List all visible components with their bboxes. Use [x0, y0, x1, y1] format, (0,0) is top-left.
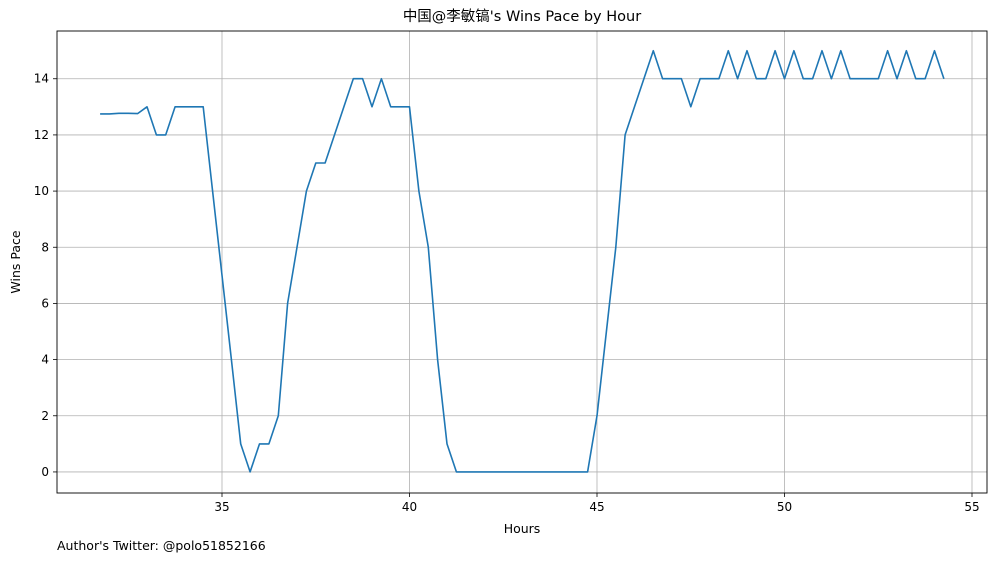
- x-tick-label: 50: [777, 500, 792, 514]
- x-tick-label: 40: [402, 500, 417, 514]
- y-tick-label: 12: [34, 128, 49, 142]
- x-axis-label: Hours: [504, 521, 541, 536]
- x-tick-label: 55: [964, 500, 979, 514]
- y-tick-label: 4: [41, 353, 49, 367]
- plot-frame: [56, 30, 988, 494]
- chart-title: 中国@李敏镐's Wins Pace by Hour: [403, 8, 641, 25]
- axis-ticks: 35 40 45 50 55 0 2 4 6 8 10 12 14: [34, 72, 980, 514]
- x-tick-label: 35: [214, 500, 229, 514]
- author-footer: Author's Twitter: @polo51852166: [57, 538, 266, 553]
- x-tick-label: 45: [589, 500, 604, 514]
- y-tick-label: 2: [41, 409, 49, 423]
- y-tick-label: 6: [41, 296, 49, 310]
- y-tick-label: 0: [41, 465, 49, 479]
- y-axis-label: Wins Pace: [8, 230, 23, 293]
- grid: [57, 31, 987, 493]
- y-tick-label: 10: [34, 184, 49, 198]
- y-tick-label: 8: [41, 240, 49, 254]
- series-line-wins-pace: [100, 49, 945, 473]
- y-tick-label: 14: [34, 72, 49, 86]
